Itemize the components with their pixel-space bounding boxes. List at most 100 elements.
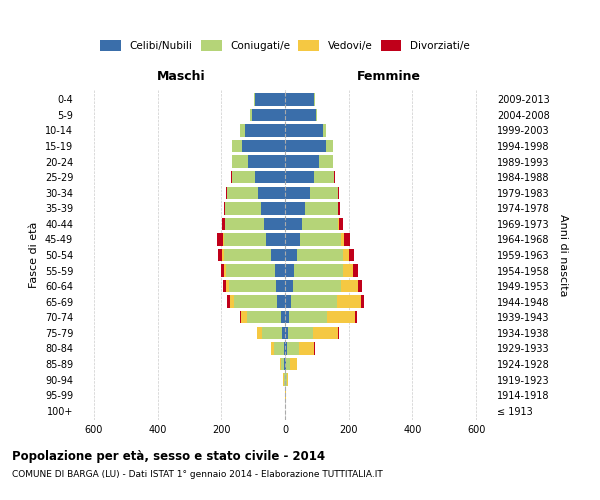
Bar [221, 264, 224, 277]
Bar [224, 202, 225, 214]
Bar [284, 342, 285, 354]
Bar [288, 326, 313, 339]
Bar [300, 233, 341, 245]
Bar [258, 186, 285, 199]
Bar [255, 171, 285, 183]
Bar [285, 156, 319, 168]
Bar [343, 249, 349, 261]
Bar [227, 296, 230, 308]
Bar [242, 140, 285, 152]
Bar [281, 311, 285, 324]
Bar [285, 233, 300, 245]
Bar [230, 296, 234, 308]
Bar [247, 311, 281, 324]
Bar [222, 249, 224, 261]
Bar [285, 249, 297, 261]
Bar [314, 171, 334, 183]
Bar [287, 342, 299, 354]
Bar [285, 296, 291, 308]
Bar [226, 264, 275, 277]
Bar [285, 342, 287, 354]
Bar [314, 93, 315, 106]
Bar [240, 311, 241, 324]
Bar [358, 280, 362, 292]
Bar [285, 326, 288, 339]
Bar [250, 108, 251, 121]
Bar [223, 280, 226, 292]
Bar [302, 218, 338, 230]
Bar [218, 249, 222, 261]
Bar [286, 374, 287, 386]
Bar [266, 233, 285, 245]
Bar [313, 326, 338, 339]
Bar [285, 108, 316, 121]
Bar [254, 93, 255, 106]
Bar [299, 342, 314, 354]
Bar [280, 358, 281, 370]
Bar [316, 108, 317, 121]
Y-axis label: Fasce di età: Fasce di età [29, 222, 39, 288]
Bar [241, 311, 247, 324]
Bar [327, 311, 355, 324]
Bar [224, 264, 226, 277]
Bar [291, 296, 337, 308]
Bar [287, 374, 288, 386]
Bar [232, 171, 255, 183]
Bar [344, 233, 350, 245]
Bar [326, 140, 333, 152]
Bar [294, 264, 343, 277]
Bar [232, 156, 248, 168]
Bar [271, 342, 274, 354]
Bar [281, 358, 284, 370]
Bar [217, 233, 223, 245]
Text: Popolazione per età, sesso e stato civile - 2014: Popolazione per età, sesso e stato civil… [12, 450, 325, 463]
Bar [255, 93, 285, 106]
Bar [285, 264, 294, 277]
Bar [285, 93, 314, 106]
Bar [285, 218, 302, 230]
Y-axis label: Anni di nascita: Anni di nascita [558, 214, 568, 296]
Bar [285, 171, 314, 183]
Bar [261, 202, 285, 214]
Bar [338, 186, 339, 199]
Bar [226, 202, 261, 214]
Bar [285, 140, 326, 152]
Bar [349, 249, 355, 261]
Bar [285, 280, 293, 292]
Bar [285, 186, 310, 199]
Bar [353, 264, 358, 277]
Bar [361, 296, 364, 308]
Bar [248, 156, 285, 168]
Bar [224, 249, 271, 261]
Bar [226, 218, 265, 230]
Bar [338, 218, 339, 230]
Bar [339, 218, 343, 230]
Bar [240, 124, 245, 136]
Bar [226, 186, 227, 199]
Bar [257, 326, 262, 339]
Bar [229, 280, 276, 292]
Bar [265, 218, 285, 230]
Bar [222, 218, 225, 230]
Bar [285, 358, 286, 370]
Bar [286, 358, 290, 370]
Legend: Celibi/Nubili, Coniugati/e, Vedovi/e, Divorziati/e: Celibi/Nubili, Coniugati/e, Vedovi/e, Di… [97, 36, 473, 56]
Bar [305, 202, 338, 214]
Bar [251, 108, 285, 121]
Bar [277, 296, 285, 308]
Bar [274, 342, 284, 354]
Bar [275, 264, 285, 277]
Bar [310, 186, 338, 199]
Bar [323, 124, 326, 136]
Bar [224, 233, 266, 245]
Bar [225, 218, 226, 230]
Bar [297, 249, 343, 261]
Bar [293, 280, 341, 292]
Bar [262, 326, 283, 339]
Bar [341, 233, 344, 245]
Bar [245, 124, 285, 136]
Bar [290, 358, 297, 370]
Bar [226, 280, 229, 292]
Bar [289, 311, 327, 324]
Bar [285, 202, 305, 214]
